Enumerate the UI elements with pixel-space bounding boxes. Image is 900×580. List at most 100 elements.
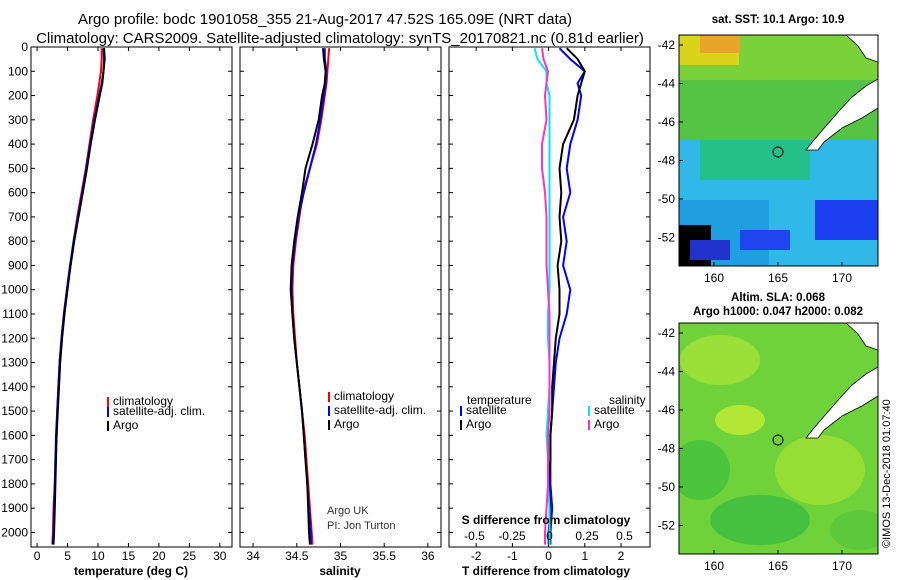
- map-x-tick-label: 165: [768, 271, 788, 285]
- altim-map: Altim. SLA: 0.068 Argo h1000: 0.047 h200…: [658, 292, 879, 573]
- depth-tick-label: 900: [8, 258, 28, 272]
- legend-climatology: climatology: [113, 394, 173, 408]
- legend-argo: Argo: [334, 417, 360, 431]
- imos-watermark: ©IMOS 13-Dec-2018 01:07:40: [881, 399, 893, 548]
- depth-tick-label: 2000: [1, 525, 28, 539]
- map-y-tick-label: -46: [658, 403, 676, 417]
- salinity-xlabel: salinity: [319, 564, 361, 578]
- salinity-x-ticks: 34 34.5 35 35.5 36: [240, 46, 441, 563]
- legend-sal-satellite: satellite: [594, 403, 635, 417]
- s-difference-label: S difference from climatology: [462, 513, 631, 527]
- legend-sal-argo: Argo: [594, 417, 620, 431]
- title-line-1: Argo profile: bodc 1901058_355 21-Aug-20…: [78, 11, 572, 28]
- map-y-tick-label: -50: [658, 192, 676, 206]
- legend-temp-satellite: satellite: [466, 403, 507, 417]
- depth-tick-label: 1400: [1, 380, 28, 394]
- map-y-tick-label: -48: [658, 154, 676, 168]
- x-tick-label: 2: [618, 549, 625, 563]
- difference-xlabel: T difference from climatology: [462, 564, 630, 578]
- sst-map-title: sat. SST: 10.1 Argo: 10.9: [712, 14, 845, 26]
- x-tick-label: 34.5: [285, 549, 309, 563]
- map-y-tick-label: -42: [658, 326, 676, 340]
- s-diff-tick-label: -0.5: [464, 529, 485, 543]
- map-y-tick-label: -44: [658, 77, 676, 91]
- series-line-temperature-argo: [547, 47, 586, 545]
- x-tick-label: 0: [34, 549, 41, 563]
- difference-lines: [533, 47, 587, 545]
- x-tick-label: 25: [183, 549, 197, 563]
- x-tick-label: 15: [122, 549, 136, 563]
- legend-temp-argo: Argo: [466, 417, 492, 431]
- temperature-panel: 0 5 10 15 20 25 30 temperature (deg C) climato…: [30, 46, 233, 578]
- depth-tick-label: 1700: [1, 453, 28, 467]
- s-diff-tick-label: 0.25: [575, 529, 599, 543]
- temperature-lines: [51, 48, 106, 545]
- legend-satellite: satellite-adj. clim.: [334, 403, 426, 417]
- s-diff-tick-label: -0.25: [498, 529, 526, 543]
- s-diff-tick-label: 0: [546, 529, 553, 543]
- map-x-tick-label: 170: [832, 271, 852, 285]
- map-y-tick-label: -44: [658, 365, 676, 379]
- depth-tick-label: 100: [8, 64, 28, 78]
- x-tick-label: 1: [581, 549, 588, 563]
- map-x-tick-label: 170: [832, 559, 852, 573]
- depth-tick-label: 0: [21, 40, 28, 54]
- map-y-tick-label: -52: [658, 231, 676, 245]
- sst-map-image: [679, 35, 878, 266]
- depth-tick-label: 1900: [1, 501, 28, 515]
- altim-map-title-2: Argo h1000: 0.047 h2000: 0.082: [693, 306, 863, 318]
- depth-tick-label: 500: [8, 161, 28, 175]
- legend-satellite: satellite-adj. clim.: [113, 404, 205, 418]
- x-tick-label: 34: [246, 549, 260, 563]
- salinity-panel: 34 34.5 35 35.5 36 salinity climatology sate…: [239, 46, 442, 578]
- temperature-xlabel: temperature (deg C): [74, 564, 188, 578]
- depth-tick-label: 800: [8, 234, 28, 248]
- map-y-tick-label: -46: [658, 115, 676, 129]
- depth-axis: 0 100 200 300 400 500 600 700 800 900 1000 1100 1200…: [1, 40, 28, 539]
- series-line-argo: [289, 48, 327, 545]
- map-y-tick-label: -52: [658, 519, 676, 533]
- map-x-tick-label: 160: [704, 271, 724, 285]
- map-y-tick-label: -50: [658, 480, 676, 494]
- altim-map-ticks: -42 -44 -46 -48 -50 -52 160 165 170: [658, 326, 853, 573]
- map-y-tick-label: -42: [658, 38, 676, 52]
- x-tick-label: 5: [64, 549, 71, 563]
- x-tick-label: 35.5: [373, 549, 397, 563]
- difference-x-ticks: -2 -1 0 1 2: [449, 46, 650, 563]
- altim-map-image: [679, 323, 878, 554]
- x-tick-label: 30: [213, 549, 227, 563]
- depth-tick-label: 1100: [2, 307, 28, 321]
- difference-legend: temperature salinity satellite Argo sate…: [460, 393, 646, 431]
- temperature-legend: climatology satellite-adj. clim. Argo: [107, 394, 205, 432]
- salinity-legend: climatology satellite-adj. clim. Argo: [328, 389, 426, 431]
- pi-note: PI: Jon Turton: [327, 520, 395, 532]
- difference-panel: -2 -1 0 1 2 T difference from climatology S …: [448, 46, 651, 578]
- x-tick-label: 35: [334, 549, 348, 563]
- map-y-tick-label: -48: [658, 442, 676, 456]
- depth-tick-label: 1000: [1, 283, 28, 297]
- salinity-lines: [289, 48, 331, 545]
- depth-tick-label: 300: [8, 113, 28, 127]
- s-difference-ticks: -0.5 -0.25 0 0.25 0.5: [464, 529, 633, 543]
- x-tick-label: -2: [471, 549, 482, 563]
- depth-tick-label: 1500: [1, 404, 28, 418]
- series-line-argo: [52, 48, 106, 545]
- depth-tick-label: 200: [8, 89, 28, 103]
- temperature-plot-frame: [30, 46, 233, 548]
- map-x-tick-label: 160: [704, 559, 724, 573]
- sst-map: sat. SST: 10.1 Argo: 10.9 -42 -44 -46 -48 -5…: [658, 14, 879, 285]
- depth-tick-label: 1200: [1, 331, 28, 345]
- altim-map-title-1: Altim. SLA: 0.068: [731, 292, 826, 304]
- depth-tick-label: 700: [8, 210, 28, 224]
- depth-tick-label: 600: [8, 186, 28, 200]
- x-tick-label: 10: [91, 549, 105, 563]
- legend-climatology: climatology: [334, 389, 394, 403]
- x-tick-label: 0: [545, 549, 552, 563]
- sst-map-ticks: -42 -44 -46 -48 -50 -52 160 165 170: [658, 38, 853, 285]
- map-x-tick-label: 165: [768, 559, 788, 573]
- depth-tick-label: 400: [8, 137, 28, 151]
- series-line-salinity-argo: [541, 48, 551, 545]
- legend-group-salinity: salinity: [609, 393, 646, 407]
- x-tick-label: -1: [507, 549, 518, 563]
